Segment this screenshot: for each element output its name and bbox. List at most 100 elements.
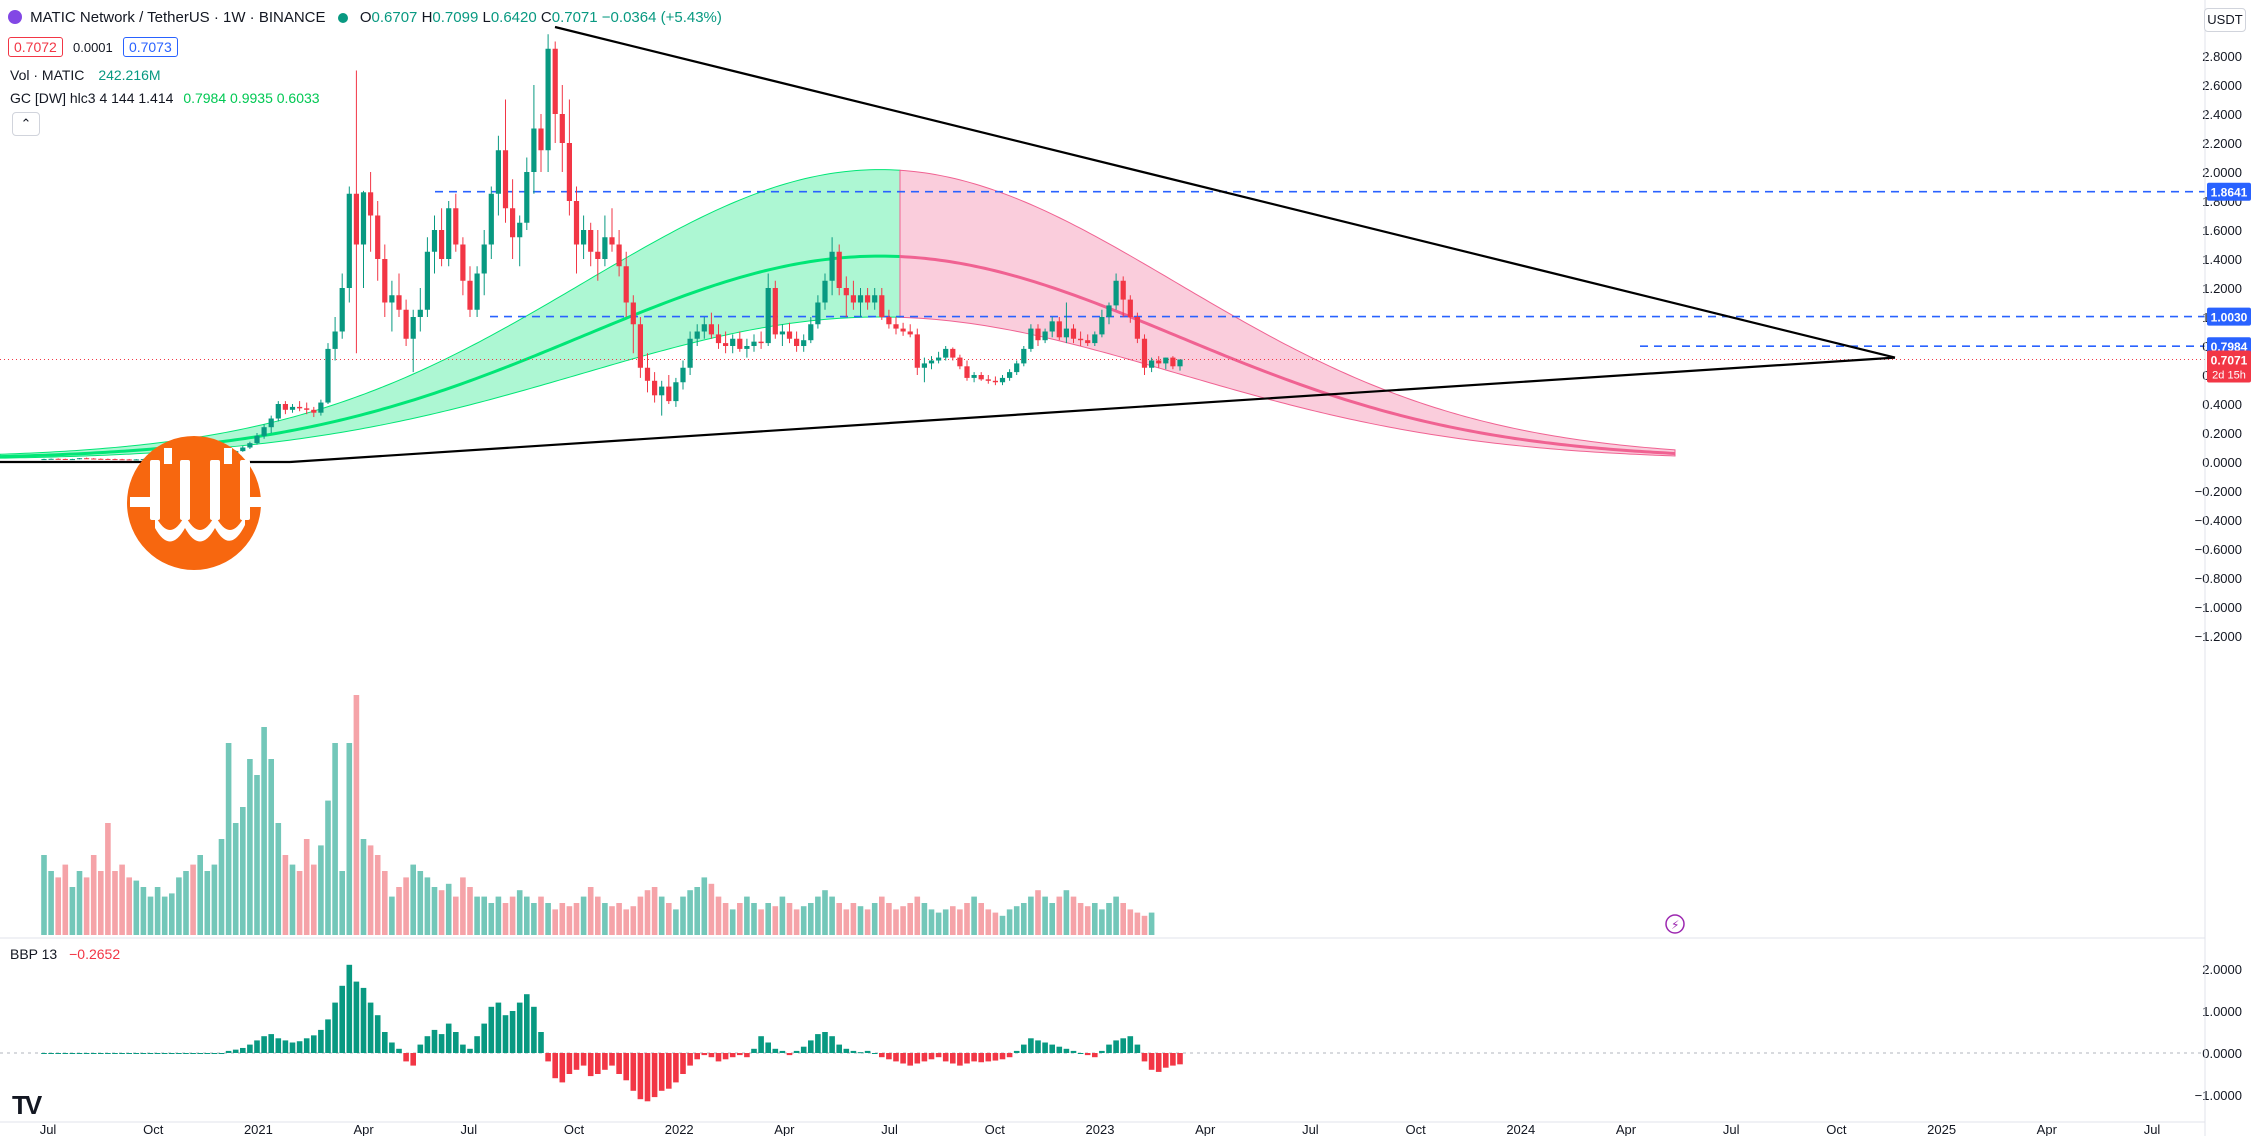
price-tick-label: 1.6000	[2202, 223, 2242, 238]
candle	[886, 309, 892, 329]
currency-button[interactable]: USDT	[2204, 8, 2246, 32]
bbp-bar	[147, 1053, 154, 1054]
bbp-bar	[367, 1002, 374, 1053]
volume-bar	[793, 909, 800, 935]
candle	[424, 237, 430, 317]
candle	[964, 360, 970, 381]
bbp-bar	[658, 1053, 665, 1091]
volume-bar	[829, 896, 835, 935]
volume-bar	[240, 807, 246, 935]
collapse-button[interactable]: ⌃	[12, 112, 40, 136]
bbp-bar	[62, 1053, 69, 1054]
gc-label[interactable]: GC [DW] hlc3 4 144 1.414	[10, 90, 174, 106]
candle	[786, 322, 793, 344]
price-tick-label: 1.4000	[2202, 252, 2242, 267]
volume-bar	[1021, 903, 1027, 935]
volume-bar	[587, 887, 594, 935]
bbp-bar	[587, 1053, 594, 1077]
candle	[1120, 276, 1126, 317]
time-tick-label: Jul	[1723, 1122, 1740, 1136]
time-tick-label: Oct	[143, 1122, 164, 1136]
volume-bar	[836, 903, 842, 935]
candle	[460, 237, 466, 296]
volume-bar	[531, 903, 537, 935]
bbp-bar	[453, 1032, 459, 1053]
candle	[1014, 360, 1020, 375]
bbp-bar	[1155, 1053, 1162, 1072]
candle	[708, 312, 714, 339]
price-tick-label: −0.6000	[2195, 542, 2242, 557]
volume-bar	[1035, 890, 1041, 935]
candle	[467, 266, 473, 317]
symbol-title[interactable]: MATIC Network / TetherUS · 1W · BINANCE	[30, 9, 326, 26]
volume-bar	[928, 909, 935, 935]
buy-button[interactable]: 0.7073	[122, 37, 178, 57]
volume-bar	[211, 864, 218, 935]
candle	[865, 288, 871, 310]
candle	[581, 215, 587, 259]
bbp-value: −0.2652	[69, 946, 121, 962]
volume-bar	[1070, 896, 1077, 935]
candle	[808, 317, 814, 344]
bbp-bar	[772, 1048, 779, 1053]
bbp-label[interactable]: BBP 13	[10, 946, 58, 962]
volume-label[interactable]: Vol · MATIC	[10, 67, 85, 83]
volume-bar	[800, 906, 807, 935]
candle	[992, 376, 998, 386]
candle	[240, 446, 246, 452]
candle	[1035, 324, 1041, 346]
bbp-bar	[516, 1002, 523, 1053]
candle	[282, 401, 288, 415]
candle	[91, 458, 97, 460]
bbp-bar	[595, 1053, 601, 1074]
time-tick-label: Jul	[881, 1122, 898, 1136]
candle	[829, 237, 835, 296]
volume-bar	[651, 887, 658, 935]
price-tick-label: −0.2000	[2195, 484, 2242, 499]
candle	[737, 331, 743, 352]
volume-bar	[360, 839, 367, 935]
chevron-up-icon: ⌃	[20, 116, 32, 131]
time-tick-label: Oct	[564, 1122, 585, 1136]
bbp-bar	[580, 1053, 587, 1066]
bbp-bar	[353, 981, 360, 1053]
candle	[488, 186, 494, 259]
volume-bar	[1049, 903, 1055, 935]
candle	[680, 360, 686, 390]
candle	[943, 346, 949, 361]
candle	[133, 459, 139, 461]
volume-bar	[907, 903, 913, 935]
candle	[339, 273, 345, 339]
candle	[417, 288, 423, 332]
gc-value-3: 0.6033	[276, 90, 320, 106]
volume-bar	[403, 877, 409, 935]
bbp-bar	[928, 1053, 935, 1060]
volume-bar	[694, 887, 700, 935]
volume-bar	[289, 864, 296, 935]
bbp-bar	[154, 1053, 161, 1054]
bbp-bar	[374, 1015, 381, 1053]
candle	[375, 201, 381, 281]
candle	[1170, 356, 1176, 370]
volume-bar	[119, 864, 125, 935]
volume-bar	[957, 909, 963, 935]
market-status-icon	[337, 13, 348, 23]
bbp-bar	[282, 1040, 289, 1053]
candle	[701, 317, 707, 339]
volume-bar	[1056, 896, 1063, 935]
candle	[304, 402, 310, 415]
sell-button[interactable]: 0.7072	[8, 37, 63, 57]
logo-glyph	[130, 448, 270, 542]
bbp-bar	[481, 1023, 487, 1053]
volume-bar	[524, 896, 530, 935]
volume-bar	[978, 903, 984, 935]
bbp-bar	[410, 1053, 416, 1066]
bbp-bar	[900, 1053, 906, 1064]
volume-bar	[1106, 903, 1112, 935]
candle	[730, 334, 736, 354]
candle	[559, 85, 565, 172]
candle	[1163, 357, 1169, 370]
volume-bar	[225, 743, 232, 935]
volume-bar	[942, 909, 949, 935]
